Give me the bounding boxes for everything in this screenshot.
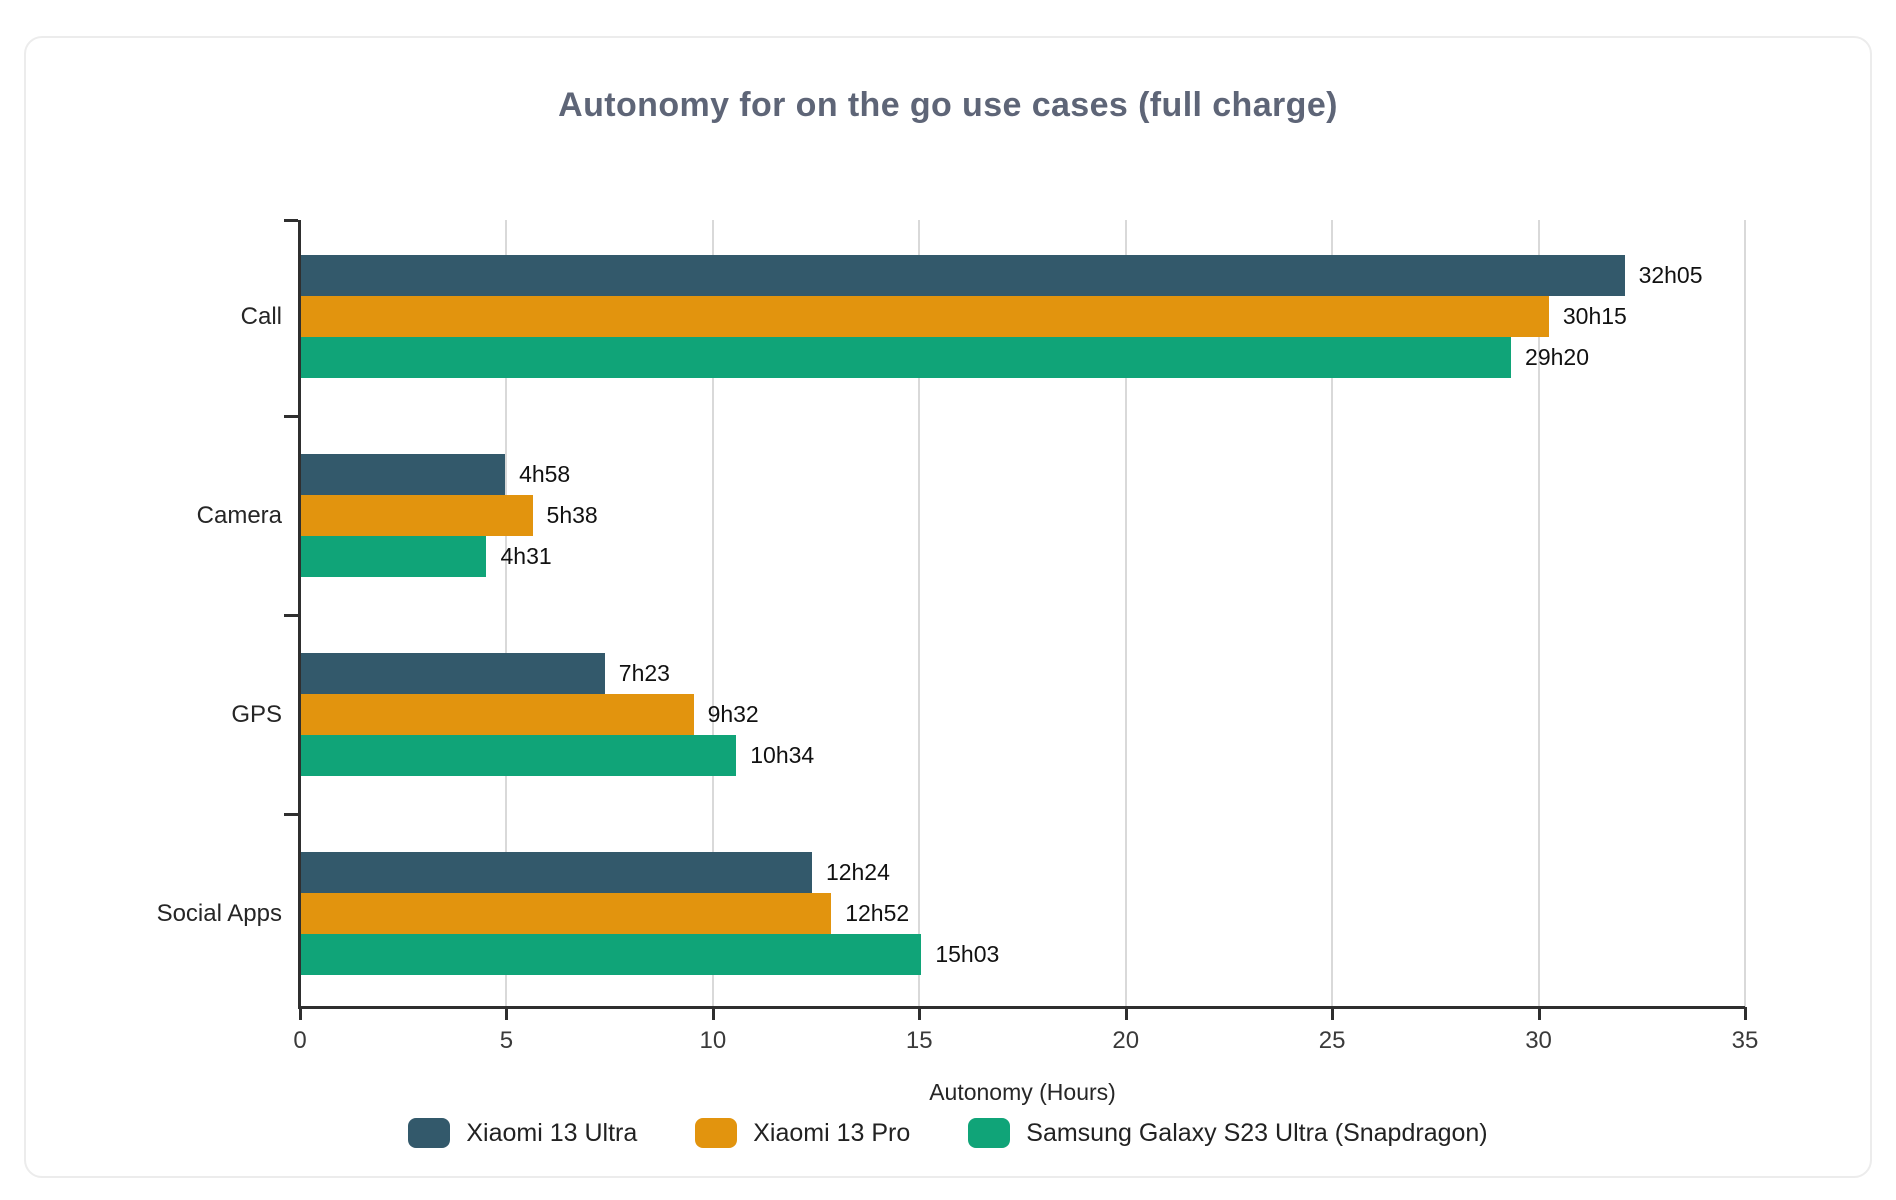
legend-item-0: Xiaomi 13 Ultra bbox=[408, 1118, 637, 1148]
x-axis-tick bbox=[1124, 1007, 1128, 1020]
x-axis-tick-label: 10 bbox=[699, 1027, 727, 1054]
bar-social-apps-series-2 bbox=[300, 934, 922, 975]
chart-title: Autonomy for on the go use cases (full c… bbox=[558, 86, 1338, 124]
legend-label: Samsung Galaxy S23 Ultra (Snapdragon) bbox=[1026, 1118, 1488, 1147]
y-axis-tick bbox=[284, 415, 298, 418]
legend-item-2: Samsung Galaxy S23 Ultra (Snapdragon) bbox=[968, 1118, 1488, 1148]
category-label: Camera bbox=[196, 502, 282, 529]
gridline-30 bbox=[1537, 220, 1540, 1007]
y-axis-spine bbox=[298, 220, 301, 1007]
x-axis-tick bbox=[711, 1007, 715, 1020]
x-axis-tick-label: 30 bbox=[1525, 1027, 1552, 1054]
x-axis-tick-label: 25 bbox=[1318, 1027, 1346, 1054]
bar-camera-series-1 bbox=[300, 495, 533, 536]
bar-value-label: 7h23 bbox=[618, 660, 670, 686]
bar-gps-series-1 bbox=[300, 694, 694, 735]
x-axis-tick bbox=[505, 1007, 509, 1020]
gridline-10 bbox=[711, 220, 714, 1007]
legend-swatch-icon bbox=[968, 1118, 1011, 1148]
bar-social-apps-series-1 bbox=[300, 893, 832, 934]
legend-item-1: Xiaomi 13 Pro bbox=[695, 1118, 910, 1148]
y-axis-tick bbox=[284, 813, 298, 816]
category-label: GPS bbox=[231, 701, 282, 728]
y-axis-tick bbox=[284, 219, 298, 222]
x-axis-tick-label: 35 bbox=[1731, 1027, 1759, 1054]
x-axis-tick-label: 0 bbox=[293, 1027, 307, 1054]
bar-call-series-2 bbox=[300, 337, 1512, 378]
legend-swatch-icon bbox=[695, 1118, 738, 1148]
bar-call-series-1 bbox=[300, 296, 1549, 337]
bar-social-apps-series-0 bbox=[300, 852, 812, 893]
legend-label: Xiaomi 13 Ultra bbox=[466, 1118, 638, 1147]
x-axis-tick-label: 15 bbox=[905, 1027, 933, 1054]
x-axis-tick-label: 5 bbox=[499, 1027, 514, 1054]
bar-value-label: 9h32 bbox=[707, 701, 759, 727]
y-axis-tick bbox=[284, 614, 298, 617]
gridline-20 bbox=[1124, 220, 1127, 1007]
gridline-15 bbox=[918, 220, 921, 1007]
bar-value-label: 4h58 bbox=[519, 461, 571, 487]
bar-value-label: 30h15 bbox=[1562, 303, 1627, 329]
x-axis-tick bbox=[1537, 1007, 1541, 1020]
x-axis-tick-label: 20 bbox=[1112, 1027, 1140, 1054]
x-axis-tick bbox=[1331, 1007, 1335, 1020]
category-label: Call bbox=[240, 303, 282, 330]
bar-value-label: 4h31 bbox=[500, 543, 552, 569]
bar-value-label: 12h52 bbox=[845, 900, 910, 926]
bar-value-label: 10h34 bbox=[750, 742, 815, 768]
bar-value-label: 29h20 bbox=[1525, 344, 1589, 370]
legend-label: Xiaomi 13 Pro bbox=[753, 1118, 911, 1147]
x-axis-spine bbox=[298, 1006, 1745, 1009]
gridline-35 bbox=[1744, 220, 1746, 1007]
bar-value-label: 32h05 bbox=[1638, 262, 1703, 288]
chart-card: Autonomy for on the go use cases (full c… bbox=[24, 36, 1872, 1178]
bar-value-label: 5h38 bbox=[546, 502, 598, 528]
bar-call-series-0 bbox=[300, 255, 1625, 296]
bar-value-label: 12h24 bbox=[825, 859, 890, 885]
x-axis-title: Autonomy (Hours) bbox=[929, 1079, 1116, 1105]
bar-camera-series-2 bbox=[300, 536, 487, 577]
bar-gps-series-2 bbox=[300, 735, 737, 776]
legend: Xiaomi 13 Ultra Xiaomi 13 Pro Samsung Gala… bbox=[26, 1118, 1870, 1148]
category-label: Social Apps bbox=[156, 900, 282, 927]
x-axis-tick bbox=[918, 1007, 922, 1020]
gridline-5 bbox=[505, 220, 508, 1007]
bar-gps-series-0 bbox=[300, 653, 605, 694]
bar-camera-series-0 bbox=[300, 454, 506, 495]
bar-value-label: 15h03 bbox=[935, 941, 1000, 967]
gridline-25 bbox=[1331, 220, 1334, 1007]
plot-area: Call 32h05 30h15 29h20 Camera 4h58 5h38 4h31 GPS… bbox=[26, 38, 1874, 1180]
x-axis-tick bbox=[1744, 1007, 1747, 1020]
legend-swatch-icon bbox=[408, 1118, 451, 1148]
x-axis-tick bbox=[299, 1007, 302, 1020]
